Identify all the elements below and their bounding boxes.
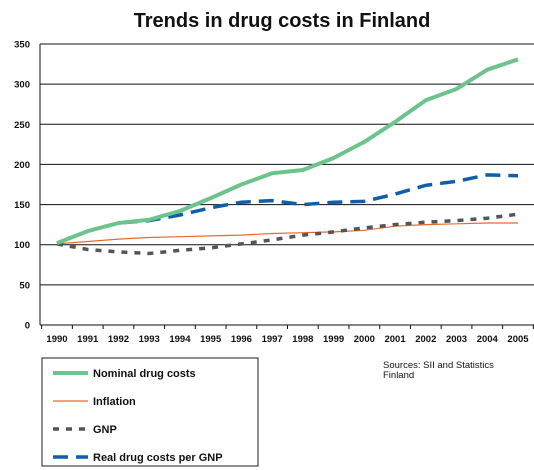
y-tick-label: 350 — [14, 40, 30, 51]
x-tick-label: 2005 — [507, 334, 529, 345]
source-line-2: Finland — [383, 370, 414, 381]
source-note: Sources: SII and Statistics Finland — [383, 360, 494, 381]
legend-label: Nominal drug costs — [93, 368, 196, 380]
x-tick-label: 1999 — [323, 334, 344, 345]
gridlines — [40, 43, 534, 286]
series-line-gnp — [56, 212, 519, 256]
x-tick-label: 2003 — [446, 334, 467, 345]
x-tick-label: 1992 — [108, 334, 129, 345]
x-tick-label: 1991 — [77, 334, 99, 345]
y-tick-label: 150 — [14, 200, 30, 211]
legend-label: Inflation — [93, 396, 136, 408]
y-tick-label: 0 — [25, 321, 30, 332]
legend-label: Real drug costs per GNP — [93, 452, 223, 464]
y-tick-label: 100 — [14, 240, 30, 251]
series-line-inflation — [56, 222, 518, 245]
chart-title: Trends in drug costs in Finland — [134, 10, 431, 32]
x-tick-label: 1997 — [262, 334, 283, 345]
x-tick-label: 1994 — [169, 334, 191, 345]
y-tick-label: 200 — [14, 160, 30, 171]
x-tick-label: 1998 — [292, 334, 313, 345]
legend: Nominal drug costs Inflation GNP Real drug … — [41, 357, 259, 467]
x-tick-label: 1996 — [231, 334, 252, 345]
x-tick-label: 2001 — [384, 334, 406, 345]
x-axis-ticks: 1990 1991 1992 1993 1994 1995 1996 1997 1998 1999… — [41, 325, 534, 345]
x-tick-label: 1990 — [46, 334, 67, 345]
x-tick-label: 1993 — [139, 334, 160, 345]
y-tick-label: 250 — [14, 120, 30, 131]
x-tick-label: 2002 — [415, 334, 436, 345]
series-lines — [56, 57, 519, 256]
x-tick-label: 1995 — [200, 334, 222, 345]
series-line-nominal-drug-costs — [56, 57, 519, 245]
x-tick-label: 2004 — [477, 334, 499, 345]
y-axis-ticks: 0 50 100 150 200 250 300 350 — [14, 40, 30, 332]
legend-box — [41, 357, 259, 467]
y-tick-label: 300 — [14, 80, 30, 91]
x-tick-label: 2000 — [354, 334, 375, 345]
y-tick-label: 50 — [19, 280, 30, 291]
legend-label: GNP — [93, 424, 117, 436]
source-line-1: Sources: SII and Statistics — [383, 360, 494, 371]
